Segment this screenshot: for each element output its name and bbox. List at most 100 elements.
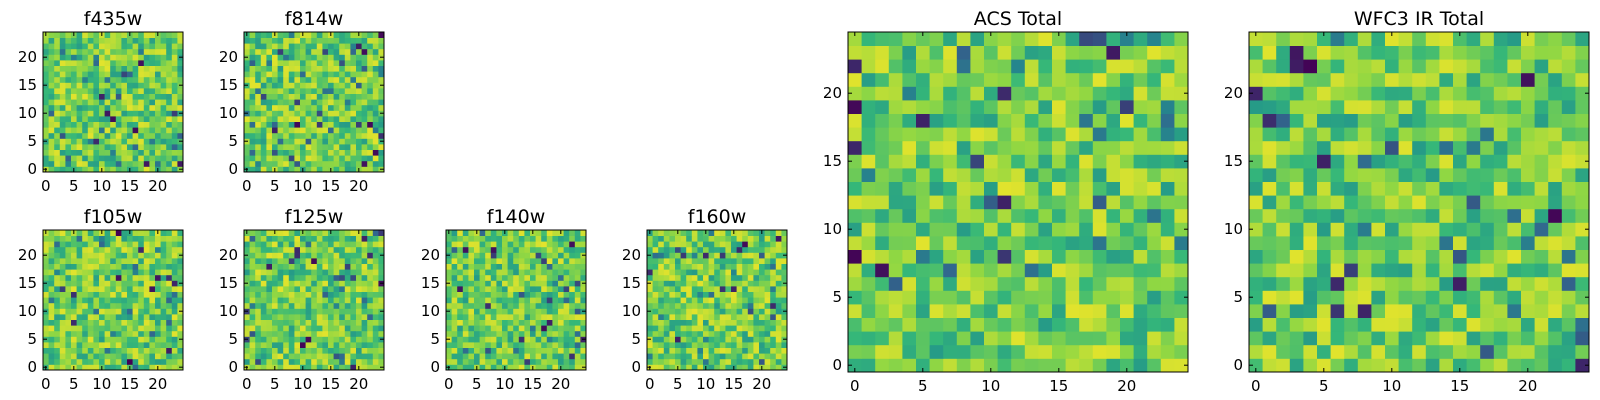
heatmap-cell xyxy=(747,314,754,320)
heatmap-cell xyxy=(479,330,486,337)
heatmap-cell xyxy=(1398,236,1413,250)
heatmap-cell xyxy=(350,65,357,72)
heatmap-cell xyxy=(1493,263,1508,278)
heatmap-cell xyxy=(446,291,452,298)
heatmap-cell xyxy=(155,314,161,320)
heatmap-cell xyxy=(99,308,105,315)
heatmap-cell xyxy=(535,263,542,270)
heatmap-cell xyxy=(277,48,284,55)
panel-title: f125w xyxy=(285,206,344,228)
heatmap-cell xyxy=(143,258,150,264)
heatmap-cell xyxy=(502,269,508,276)
heatmap-cell xyxy=(1147,59,1162,74)
heatmap-cell xyxy=(916,344,930,359)
heatmap-cell xyxy=(524,308,531,315)
heatmap-cell xyxy=(149,32,156,38)
heatmap-cell xyxy=(1052,154,1066,169)
heatmap-cell xyxy=(59,48,66,55)
heatmap-cell xyxy=(1385,236,1399,250)
heatmap-cell xyxy=(675,297,681,304)
heatmap-cell xyxy=(121,330,128,337)
heatmap-cell xyxy=(87,60,94,66)
heatmap-cell xyxy=(305,241,312,248)
heatmap-cell xyxy=(177,37,184,44)
heatmap-cell xyxy=(513,274,520,281)
heatmap-cell xyxy=(697,263,704,270)
heatmap-cell xyxy=(736,336,743,343)
heatmap-cell xyxy=(984,276,998,291)
heatmap-cell xyxy=(1344,168,1359,182)
heatmap-cell xyxy=(311,82,318,89)
heatmap-cell xyxy=(339,280,346,287)
heatmap-cell xyxy=(1289,222,1304,237)
heatmap-cell xyxy=(177,319,184,326)
heatmap-cell xyxy=(99,76,105,83)
heatmap-cell xyxy=(71,302,77,309)
heatmap-cell xyxy=(1575,195,1590,210)
heatmap-cell xyxy=(563,336,570,343)
heatmap-cell xyxy=(305,252,312,259)
heatmap-cell xyxy=(764,235,771,242)
heatmap-cell xyxy=(513,235,520,242)
heatmap-cell xyxy=(372,297,379,304)
heatmap-cell xyxy=(775,302,782,309)
heatmap-cell xyxy=(647,314,653,320)
heatmap-cell xyxy=(1174,127,1189,142)
heatmap-cell xyxy=(115,37,122,44)
heatmap-cell xyxy=(121,314,128,320)
heatmap-cell xyxy=(249,364,256,371)
heatmap-cell xyxy=(1521,236,1535,250)
y-tick-label: 0 xyxy=(228,358,238,376)
heatmap-cell xyxy=(328,121,334,128)
heatmap-cell xyxy=(474,252,480,259)
heatmap-cell xyxy=(781,235,788,242)
heatmap-cell xyxy=(283,364,290,371)
heatmap-cell xyxy=(675,235,681,242)
heatmap-cell xyxy=(350,280,357,287)
heatmap-cell xyxy=(759,319,765,326)
heatmap-cell xyxy=(305,342,312,348)
heatmap-cell xyxy=(742,364,749,371)
heatmap-cell xyxy=(535,269,542,276)
heatmap-cell xyxy=(378,155,385,162)
heatmap-cell xyxy=(328,60,334,66)
heatmap-cell xyxy=(138,43,145,50)
heatmap-cell xyxy=(652,297,659,304)
heatmap-cell xyxy=(356,336,362,343)
heatmap-cell xyxy=(249,353,256,360)
heatmap-cell xyxy=(82,241,89,248)
heatmap-cell xyxy=(356,342,362,348)
heatmap-cell xyxy=(468,252,475,259)
heatmap-cell xyxy=(132,121,139,128)
heatmap-cell xyxy=(149,104,156,111)
heatmap-cell xyxy=(87,353,94,360)
heatmap-cell xyxy=(166,99,173,106)
heatmap-cell xyxy=(93,342,100,348)
heatmap-cell xyxy=(984,154,998,169)
heatmap-cell xyxy=(71,144,77,150)
heatmap-cell xyxy=(742,246,749,253)
heatmap-cell xyxy=(361,155,368,162)
heatmap-cell xyxy=(984,181,998,196)
heatmap-cell xyxy=(530,252,536,259)
heatmap-cell xyxy=(916,59,930,74)
heatmap-cell xyxy=(1052,263,1066,278)
heatmap-cell xyxy=(956,72,971,87)
heatmap-cell xyxy=(569,308,576,315)
heatmap-cell xyxy=(485,336,492,343)
heatmap-cell xyxy=(546,230,553,236)
heatmap-cell xyxy=(316,319,323,326)
heatmap-cell xyxy=(328,291,334,298)
heatmap-cell xyxy=(132,258,139,264)
heatmap-cell xyxy=(132,252,139,259)
heatmap-cell xyxy=(288,32,295,38)
heatmap-cell xyxy=(861,45,876,60)
heatmap-cell xyxy=(446,342,452,348)
heatmap-cell xyxy=(300,93,306,100)
heatmap-cell xyxy=(160,297,167,304)
heatmap-cell xyxy=(356,43,362,50)
heatmap-cell xyxy=(316,166,323,173)
heatmap-cell xyxy=(305,60,312,66)
heatmap-cell xyxy=(344,330,351,337)
heatmap-cell xyxy=(260,246,267,253)
